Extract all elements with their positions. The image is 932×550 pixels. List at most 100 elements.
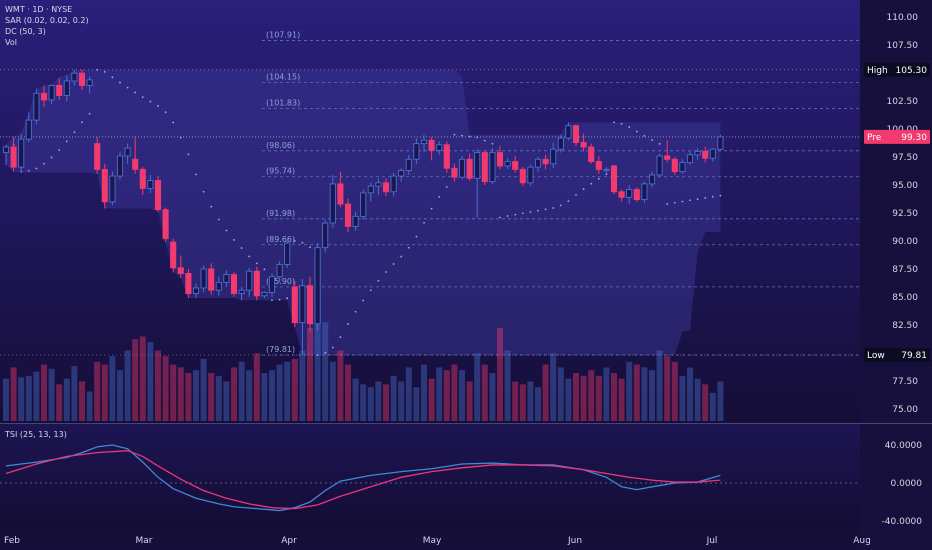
pre-tag-value: 99.30 (901, 133, 927, 143)
candle-body (284, 242, 291, 265)
candle-body (603, 168, 610, 171)
tsi-line (5, 444, 721, 512)
volume-bar (132, 339, 139, 421)
sar-dot (316, 354, 319, 357)
time-axis: Feb Mar Apr May Jun Jul Aug (4, 536, 871, 546)
volume-bar (269, 370, 275, 421)
candle-body (238, 289, 245, 295)
symbol-title[interactable]: WMT · 1D · NYSE (5, 5, 73, 14)
fib-label: (95.74) (266, 167, 295, 176)
volume-bar (48, 368, 55, 421)
sar-dot (628, 126, 631, 128)
candle-body (398, 170, 405, 177)
time-tick-label: Jun (567, 536, 582, 546)
candle-body (527, 166, 534, 184)
sar-dot (605, 173, 608, 176)
candle-body (375, 182, 382, 187)
candle-body (390, 175, 397, 193)
candle-body (352, 215, 359, 227)
volume-bar (436, 367, 443, 421)
sar-dot (620, 122, 623, 125)
fib-label: (79.81) (266, 345, 295, 354)
sar-dot (635, 130, 638, 133)
volume-bar (641, 367, 648, 421)
sar-dot (666, 203, 669, 205)
price-tick-label: 77.50 (892, 377, 918, 387)
volume-legend-label[interactable]: Vol (5, 38, 17, 47)
fib-label: (91.98) (266, 209, 295, 218)
candle-body (192, 287, 200, 295)
low-tag-value: 79.81 (901, 351, 927, 361)
price-tick-label: 82.50 (892, 321, 918, 331)
candle-body (25, 119, 32, 140)
price-tick-label: 110.00 (887, 13, 919, 23)
candle-body (185, 272, 192, 295)
volume-bar (185, 373, 192, 421)
candle-body (709, 148, 716, 159)
sar-dot (514, 213, 517, 216)
candle-body (223, 274, 230, 283)
volume-bar (459, 370, 465, 421)
fib-label: (89.66) (266, 235, 295, 244)
volume-bar (671, 361, 678, 421)
tsi-signal-line (5, 450, 721, 510)
volume-bar (535, 387, 541, 421)
candle-body (451, 167, 458, 178)
volume-bar (717, 381, 724, 421)
candle-body (63, 80, 70, 96)
sar-legend-label[interactable]: SAR (0.02, 0.02, 0.2) (5, 16, 89, 25)
volume-bar (352, 378, 359, 421)
candle-body (48, 84, 55, 101)
candle-body (276, 264, 283, 278)
candle-body (679, 162, 686, 173)
candle-body (588, 146, 595, 162)
candle-body (78, 72, 86, 86)
dc-legend-label[interactable]: DC (50, 3) (5, 27, 46, 36)
volume-bar (375, 381, 382, 421)
tsi-pane-background (0, 424, 860, 530)
volume-bar (542, 364, 549, 421)
candle-body (18, 138, 25, 168)
time-tick-label: Apr (281, 536, 297, 546)
tsi-legend-label[interactable]: TSI (25, 13, 13) (5, 430, 67, 439)
volume-bar (481, 364, 488, 421)
candle-body (633, 189, 640, 201)
volume-bar (512, 381, 519, 421)
candle-body (572, 125, 580, 143)
volume-bar (177, 367, 184, 421)
volume-bar (626, 361, 633, 421)
candle-body (519, 168, 526, 184)
candle-body (86, 79, 93, 86)
sar-dot (385, 271, 387, 273)
sar-dot (354, 310, 357, 313)
sar-dot (461, 134, 463, 137)
candlesticks (2, 69, 724, 356)
volume-bar (299, 350, 306, 421)
chart-legend[interactable]: WMT · 1D · NYSE SAR (0.02, 0.02, 0.2) DC… (5, 4, 89, 48)
candle-body (101, 168, 108, 203)
candle-body (246, 270, 253, 291)
sar-dot (711, 195, 714, 198)
candle-body (56, 84, 63, 96)
volume-bar (147, 342, 154, 421)
sar-dot (377, 279, 380, 282)
time-tick-label: May (423, 536, 442, 546)
price-tick-label: 102.50 (887, 97, 919, 107)
candle-body (580, 142, 587, 148)
candle-body (641, 183, 648, 201)
volume-bar (428, 378, 435, 421)
volume-bar (215, 375, 222, 421)
volume-bar (276, 364, 283, 421)
volume-bar (367, 387, 374, 421)
fib-label: (98.06) (266, 141, 295, 150)
volume-bar (124, 350, 131, 421)
candle-body (664, 155, 671, 160)
price-axis-background[interactable] (860, 0, 932, 550)
time-axis-background[interactable] (0, 530, 860, 550)
volume-bar (383, 384, 389, 421)
candle-body (534, 158, 542, 168)
candle-body (420, 139, 428, 145)
volume-bar (246, 370, 253, 421)
volume-bar (200, 358, 207, 421)
